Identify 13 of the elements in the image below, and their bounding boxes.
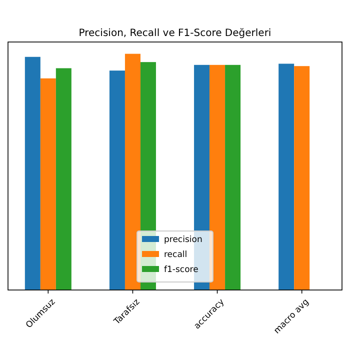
legend-label: recall (164, 250, 188, 260)
bar (40, 78, 56, 290)
bar (109, 70, 125, 290)
bar (56, 68, 72, 290)
bar (24, 56, 40, 290)
bar (124, 54, 140, 290)
chart-title: Precision, Recall ve F1-Score Değerleri (78, 28, 272, 39)
bar (210, 64, 226, 290)
bar (225, 64, 241, 290)
bar (278, 64, 294, 290)
bar (294, 66, 310, 290)
legend-label: precision (164, 235, 202, 245)
legend-label: f1-score (164, 265, 198, 275)
